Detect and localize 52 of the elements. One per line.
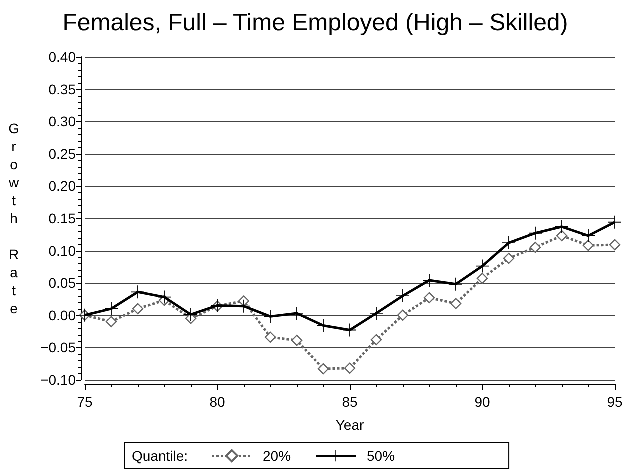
y-tick-label: 0.30 bbox=[48, 114, 76, 130]
y-tick-label: 0.05 bbox=[48, 275, 76, 292]
point bbox=[530, 242, 542, 254]
point bbox=[503, 252, 515, 264]
point bbox=[291, 334, 303, 346]
point bbox=[476, 272, 488, 284]
y-tick-label: −0.05 bbox=[40, 340, 76, 356]
y-tick-label: 0.15 bbox=[48, 210, 76, 226]
point bbox=[105, 302, 118, 316]
x-tick-label: 75 bbox=[77, 394, 93, 410]
y-tick-label: −0.10 bbox=[40, 372, 76, 388]
x-tick-label: 90 bbox=[474, 394, 490, 410]
y-tick-label: 0.00 bbox=[48, 307, 76, 324]
point bbox=[264, 310, 277, 324]
chart-title: Females, Full – Time Employed (High – Skilled) bbox=[62, 10, 568, 36]
y-tick-label: 0.40 bbox=[48, 49, 76, 65]
point bbox=[396, 290, 410, 303]
x-axis-title: Year bbox=[336, 417, 364, 433]
x-tick-label: 85 bbox=[342, 394, 358, 410]
point bbox=[582, 229, 595, 242]
point bbox=[450, 298, 462, 310]
point bbox=[450, 278, 462, 291]
point bbox=[318, 363, 330, 375]
point bbox=[556, 230, 568, 242]
y-tick-label: 0.10 bbox=[48, 242, 76, 259]
y-tick-label: 0.25 bbox=[48, 146, 76, 162]
point bbox=[344, 362, 356, 374]
point bbox=[609, 239, 621, 251]
x-tick-label: 95 bbox=[607, 394, 623, 410]
point bbox=[424, 292, 436, 304]
point bbox=[423, 274, 436, 288]
point bbox=[476, 260, 489, 273]
y-tick-label: 0.35 bbox=[48, 81, 76, 98]
legend-title: Quantile: bbox=[132, 448, 188, 464]
point bbox=[608, 216, 622, 229]
legend-label: 20% bbox=[263, 448, 292, 464]
point bbox=[370, 334, 382, 346]
point bbox=[132, 286, 144, 299]
point bbox=[556, 220, 568, 234]
point bbox=[397, 310, 409, 321]
point bbox=[529, 226, 542, 240]
y-tick-label: 0.20 bbox=[48, 178, 76, 194]
point bbox=[158, 290, 171, 304]
point bbox=[370, 306, 383, 320]
x-tick-label: 80 bbox=[210, 394, 226, 410]
point bbox=[106, 316, 118, 328]
legend-label: 50% bbox=[367, 448, 396, 464]
text: Growth Rate bbox=[8, 120, 20, 316]
point bbox=[132, 303, 144, 315]
point bbox=[264, 332, 276, 343]
point bbox=[582, 240, 594, 252]
point bbox=[502, 236, 516, 250]
